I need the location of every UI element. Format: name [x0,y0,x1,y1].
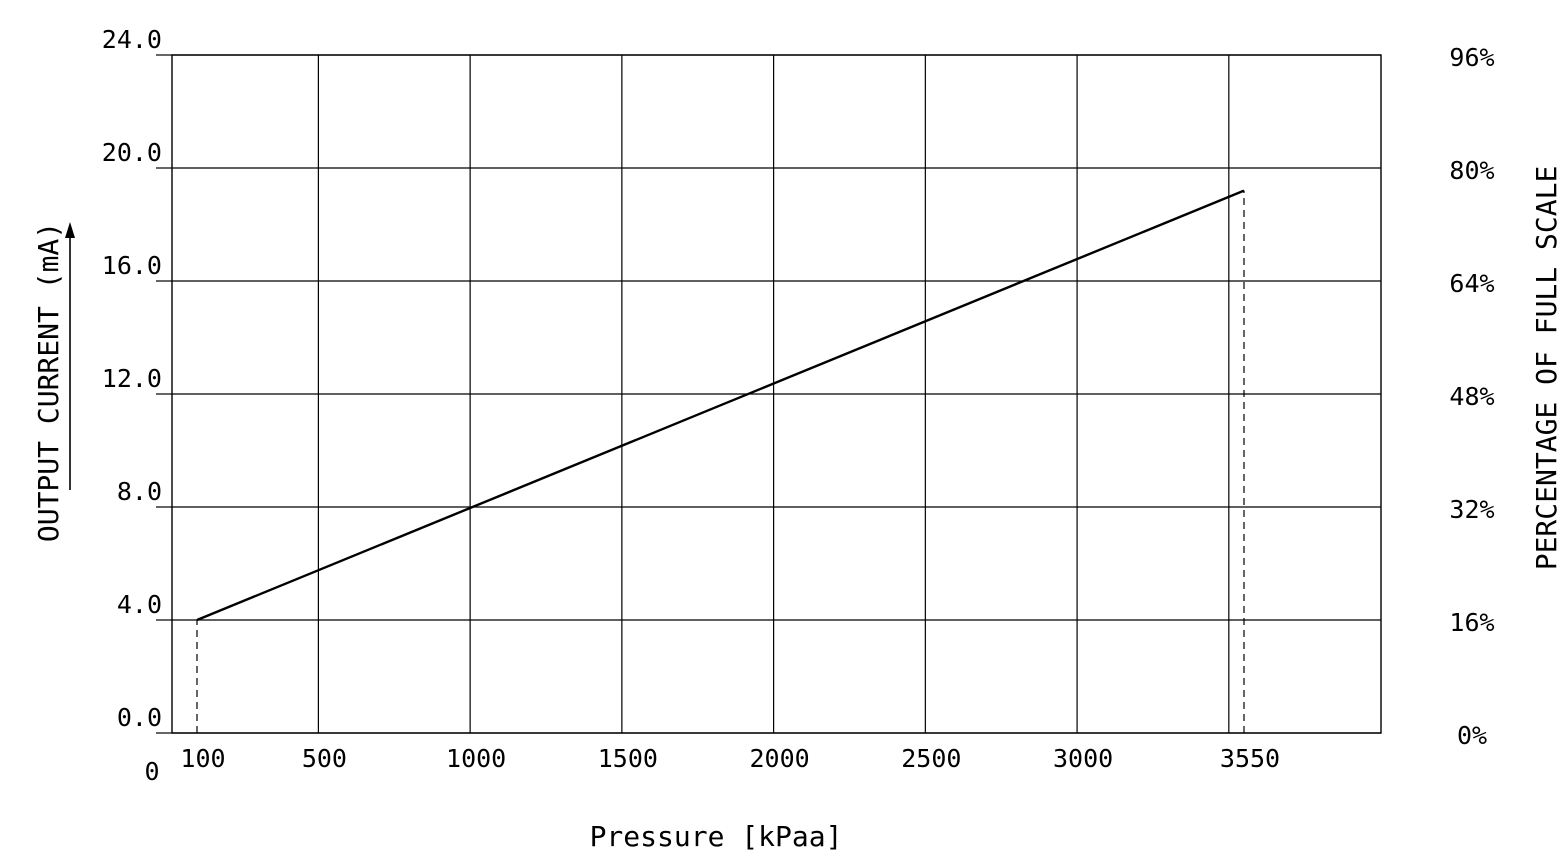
x-tick-label-5: 2500 [901,744,961,773]
y2-tick-label-1: 16% [1449,608,1494,637]
y-tick-label-5: 20.0 [102,138,162,167]
series-layer [196,189,1245,622]
reference-lines [196,190,1245,733]
x-tick-label-3: 1500 [598,744,658,773]
grid-layer [156,54,1381,734]
x-origin-label: 0 [144,757,159,786]
y2-tick-label-2: 32% [1449,495,1494,524]
y-tick-label-4: 16.0 [102,251,162,280]
x-tick-label-1: 500 [302,744,347,773]
x-tick-label-7: 3550 [1220,744,1280,773]
y2-axis-title: PERCENTAGE OF FULL SCALE [1530,166,1563,571]
x-tick-label-6: 3000 [1053,744,1113,773]
y-tick-label-1: 4.0 [117,590,162,619]
x-tick-labels: 100 500 1000 1500 2000 2500 3000 3550 [180,744,1280,773]
x-tick-label-4: 2000 [749,744,809,773]
series-line-0 [196,189,1245,622]
x-axis-title: Pressure [kPaa] [590,820,843,853]
y-tick-label-2: 8.0 [117,477,162,506]
plot-frame [171,54,1382,734]
x-tick-label-0: 100 [180,744,225,773]
y2-tick-label-3: 48% [1449,382,1494,411]
y2-tick-label-5: 80% [1449,156,1494,185]
y2-tick-label-4: 64% [1449,269,1494,298]
y2-tick-labels: 0% 16% 32% 48% 64% 80% 96% [1449,43,1494,750]
x-tick-label-2: 1000 [446,744,506,773]
y2-tick-label-0: 0% [1457,721,1487,750]
y-tick-label-3: 12.0 [102,364,162,393]
y-tick-labels: 0.0 4.0 8.0 12.0 16.0 20.0 24.0 [102,25,162,732]
y-axis-arrow [65,222,75,490]
y-tick-label-6: 24.0 [102,25,162,54]
y-tick-label-0: 0.0 [117,703,162,732]
y2-tick-label-6: 96% [1449,43,1494,72]
y-axis-title: OUTPUT CURRENT (mA) [32,222,65,542]
